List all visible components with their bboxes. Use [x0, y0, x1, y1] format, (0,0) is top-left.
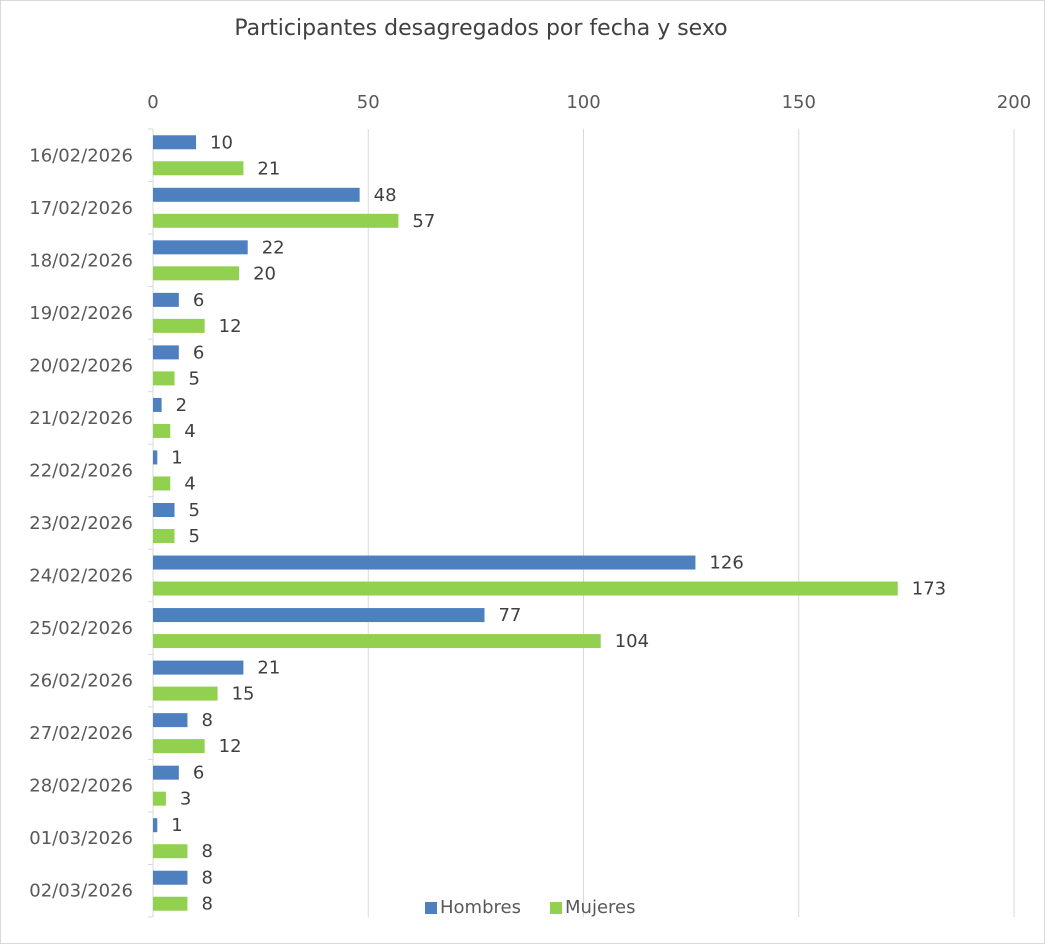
- x-axis-ticks: 0 50 100 150 200: [147, 92, 1031, 113]
- data-label: 22: [262, 237, 285, 258]
- y-axis-categories: 16/02/2026 17/02/2026 18/02/2026 19/02/2026…: [29, 145, 133, 901]
- data-label: 21: [257, 658, 280, 679]
- data-label: 48: [374, 185, 397, 206]
- data-label: 77: [498, 605, 521, 626]
- bar-mujeres: [153, 529, 175, 543]
- category-label: 24/02/2026: [29, 566, 133, 587]
- data-label: 6: [193, 342, 204, 363]
- data-label: 126: [709, 553, 743, 574]
- category-label: 02/03/2026: [29, 881, 133, 902]
- data-label: 104: [615, 631, 649, 652]
- data-label: 57: [412, 211, 435, 232]
- bar-mujeres: [153, 739, 205, 754]
- bar-mujeres: [153, 791, 166, 806]
- gridlines: [148, 128, 1015, 918]
- x-tick-label: 150: [782, 92, 816, 113]
- bar-mujeres: [153, 634, 601, 649]
- data-label: 20: [253, 263, 276, 284]
- category-label: 17/02/2026: [29, 198, 133, 219]
- bar-mujeres: [153, 581, 898, 596]
- bar-mujeres: [153, 896, 188, 911]
- x-tick-label: 50: [357, 92, 380, 113]
- category-label: 19/02/2026: [29, 303, 133, 324]
- legend: Hombres Mujeres: [425, 897, 635, 918]
- data-label: 1: [171, 447, 182, 468]
- bar-hombres: [153, 292, 179, 307]
- category-label: 25/02/2026: [29, 618, 133, 639]
- legend-swatch-mujeres: [550, 902, 562, 914]
- data-label: 15: [232, 684, 255, 705]
- bar-mujeres: [153, 213, 399, 228]
- category-label: 23/02/2026: [29, 513, 133, 534]
- bar-hombres: [153, 135, 197, 150]
- data-label: 8: [201, 841, 212, 862]
- bar-mujeres: [153, 686, 218, 701]
- data-label: 21: [257, 158, 280, 179]
- data-label: 173: [912, 579, 946, 600]
- data-label: 12: [219, 736, 242, 757]
- data-label: 5: [189, 526, 200, 547]
- category-label: 16/02/2026: [29, 145, 133, 166]
- bar-hombres: [153, 187, 360, 202]
- bar-hombres: [153, 450, 158, 465]
- bar-mujeres: [153, 371, 175, 386]
- category-label: 22/02/2026: [29, 460, 133, 481]
- category-label: 01/03/2026: [29, 828, 133, 849]
- bar-mujeres: [153, 476, 171, 491]
- bar-hombres: [153, 503, 175, 517]
- data-label: 12: [219, 316, 242, 337]
- data-labels: 1021485722206126524145512617377104211581…: [171, 132, 946, 914]
- bar-hombres: [153, 660, 244, 675]
- bar-hombres: [153, 397, 162, 412]
- bar-hombres: [153, 870, 188, 885]
- data-label: 6: [193, 290, 204, 311]
- category-label: 21/02/2026: [29, 408, 133, 429]
- data-label: 5: [189, 500, 200, 521]
- data-label: 8: [201, 894, 212, 915]
- legend-label-hombres: Hombres: [440, 897, 521, 918]
- category-label: 27/02/2026: [29, 723, 133, 744]
- legend-swatch-hombres: [425, 902, 437, 914]
- data-label: 4: [184, 473, 195, 494]
- bar-hombres: [153, 608, 485, 623]
- data-label: 10: [210, 132, 233, 153]
- category-label: 18/02/2026: [29, 250, 133, 271]
- chart-title: Participantes desagregados por fecha y s…: [234, 16, 727, 41]
- category-label: 28/02/2026: [29, 776, 133, 797]
- bar-hombres: [153, 555, 696, 570]
- data-label: 3: [180, 789, 191, 810]
- data-label: 2: [176, 395, 187, 416]
- bar-mujeres: [153, 318, 205, 333]
- data-label: 6: [193, 763, 204, 784]
- bar-hombres: [153, 765, 179, 780]
- bars: [153, 135, 898, 911]
- bar-hombres: [153, 345, 179, 360]
- x-tick-label: 200: [997, 92, 1031, 113]
- bar-hombres: [153, 818, 158, 833]
- data-label: 8: [201, 710, 212, 731]
- category-label: 26/02/2026: [29, 671, 133, 692]
- legend-label-mujeres: Mujeres: [565, 897, 635, 918]
- category-label: 20/02/2026: [29, 355, 133, 376]
- bar-mujeres: [153, 161, 244, 176]
- x-tick-label: 100: [566, 92, 600, 113]
- bar-mujeres: [153, 423, 171, 438]
- bar-mujeres: [153, 844, 188, 859]
- bar-hombres: [153, 713, 188, 728]
- bar-mujeres: [153, 266, 240, 281]
- data-label: 5: [189, 368, 200, 389]
- data-label: 1: [171, 815, 182, 836]
- bar-hombres: [153, 240, 248, 255]
- data-label: 8: [201, 868, 212, 889]
- data-label: 4: [184, 421, 195, 442]
- x-tick-label: 0: [147, 92, 158, 113]
